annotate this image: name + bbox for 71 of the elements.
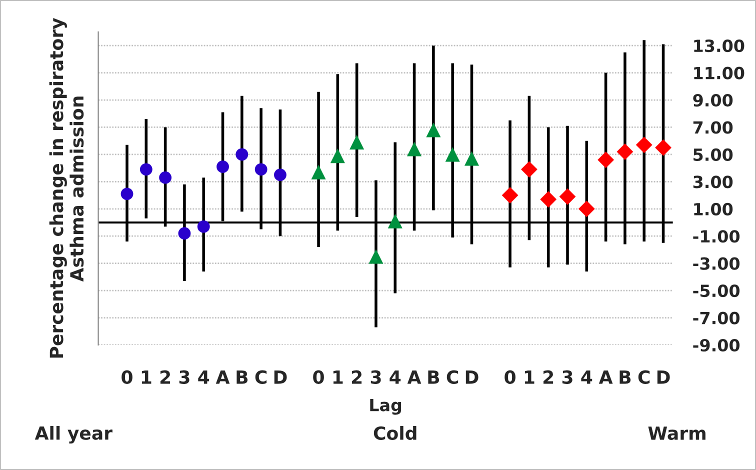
x-tick-label: 1 <box>524 370 534 384</box>
x-tick-label: 2 <box>544 370 554 384</box>
x-tick-label: D <box>466 370 478 384</box>
point <box>636 136 652 154</box>
point <box>520 161 538 178</box>
x-tick-label: 3 <box>562 370 572 384</box>
point <box>236 148 248 161</box>
point <box>368 249 384 264</box>
x-tick-label: 2 <box>160 370 170 384</box>
x-tick-label: D <box>274 370 287 384</box>
point <box>502 187 518 204</box>
point <box>330 148 345 164</box>
x-tick-label: 0 <box>122 370 132 384</box>
point <box>445 147 460 162</box>
text: Warm <box>648 426 706 440</box>
point <box>464 151 480 166</box>
x-tick-label: 1 <box>333 370 343 384</box>
x-tick-label: 3 <box>179 370 190 384</box>
x-tick-label: 1 <box>142 370 152 384</box>
x-tick-label: C <box>638 370 650 384</box>
y-tick-label: -9.00 <box>693 338 740 352</box>
point <box>598 152 614 168</box>
x-tick-label: A <box>407 370 422 384</box>
x-tick-label: 0 <box>504 370 516 384</box>
point <box>426 122 441 138</box>
point <box>140 163 152 176</box>
x-tick-label: C <box>255 370 267 384</box>
x-tick-label: 2 <box>352 370 362 384</box>
y-tick-label: -5.00 <box>693 284 740 298</box>
x-tick-label: 4 <box>390 370 401 384</box>
point <box>655 139 672 156</box>
y-tick-label: -1.00 <box>693 230 740 243</box>
point <box>311 164 326 180</box>
point <box>540 191 557 208</box>
point <box>559 188 576 205</box>
y-tick-label: -3.00 <box>693 257 740 270</box>
x-tick-label: 3 <box>370 370 381 384</box>
point <box>197 220 210 233</box>
y-tick-label: 9.00 <box>693 94 733 107</box>
x-tick-label: B <box>236 370 248 384</box>
point <box>120 188 134 200</box>
point <box>407 142 422 156</box>
point <box>216 160 229 173</box>
point <box>274 168 286 182</box>
y-tick-label: 3.00 <box>693 176 733 188</box>
y-axis-title: Percentage change in respiratory Asthma admission <box>49 18 84 358</box>
x-tick-label: 0 <box>313 370 324 384</box>
y-tick-label: 13.00 <box>694 40 744 52</box>
text: All year <box>34 426 112 444</box>
point <box>616 144 634 160</box>
x-tick-label: B <box>620 370 631 384</box>
text: Cold <box>374 426 416 440</box>
point <box>350 134 364 150</box>
x-tick-label: D <box>657 370 670 384</box>
y-tick-label: 1.00 <box>694 202 733 216</box>
point <box>178 227 191 240</box>
point <box>388 214 402 228</box>
x-tick-label: C <box>446 370 458 384</box>
x-tick-label: B <box>428 370 440 384</box>
y-tick-label: 11.00 <box>694 66 744 80</box>
point <box>578 200 595 218</box>
point <box>254 163 268 176</box>
x-tick-label: 4 <box>581 370 592 384</box>
point <box>159 171 172 184</box>
y-tick-label: -7.00 <box>693 312 740 324</box>
x-tick-label: A <box>216 370 230 384</box>
y-tick-label: 7.00 <box>693 121 733 134</box>
x-tick-label: A <box>598 370 613 384</box>
y-tick-label: 5.00 <box>694 148 733 162</box>
x-axis-title: Lag <box>370 398 402 415</box>
x-tick-label: 4 <box>198 370 210 384</box>
